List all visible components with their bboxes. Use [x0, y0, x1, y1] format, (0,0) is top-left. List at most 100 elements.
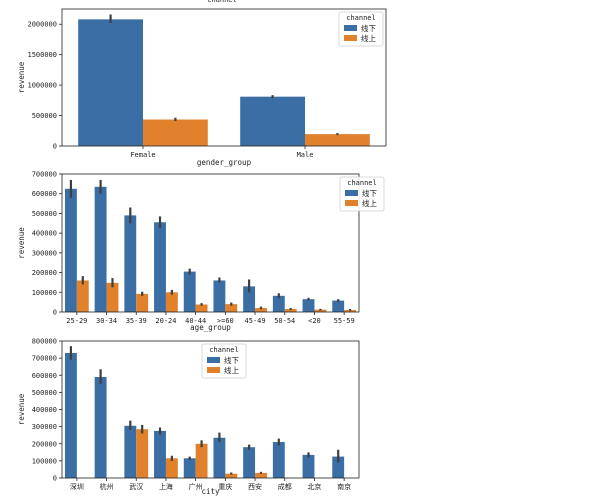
- legend-label-线上: 线上: [361, 33, 376, 43]
- bar-20-24-线下: [154, 222, 166, 312]
- bar-Female-线下: [78, 19, 143, 146]
- x-tick-label: 广州: [189, 482, 203, 491]
- y-tick-label: 200000: [32, 269, 57, 277]
- y-tick-label: 400000: [32, 230, 57, 238]
- bar-深圳-线下: [64, 352, 77, 478]
- bar-武汉-线下: [124, 425, 137, 478]
- x-tick-label: 南京: [337, 482, 351, 491]
- bar-25-29-线上: [76, 280, 89, 312]
- x-tick-label: Male: [297, 151, 314, 159]
- bar-成都-线下: [272, 442, 285, 478]
- bar-重庆-线下: [213, 437, 226, 478]
- y-tick-label: 100000: [32, 289, 57, 297]
- bar-55-59-线上: [344, 310, 357, 312]
- bar-广州-线下: [183, 458, 196, 478]
- legend-swatch-线下: [207, 357, 220, 363]
- x-axis-label: age_group: [190, 323, 231, 332]
- legend-label-线下: 线下: [361, 23, 376, 33]
- x-tick-label: >=60: [217, 317, 234, 325]
- x-tick-label: 55-59: [334, 317, 355, 325]
- bar-50-54-线上: [284, 309, 297, 312]
- y-axis-label: revenue: [17, 393, 26, 425]
- y-tick-label: 1500000: [27, 51, 57, 59]
- x-tick-label: 杭州: [100, 482, 114, 491]
- y-tick-label: 1000000: [27, 82, 57, 90]
- y-tick-label: 600000: [32, 190, 57, 198]
- y-tick-label: 800000: [32, 338, 57, 346]
- x-tick-label: 成都: [278, 482, 292, 491]
- y-tick-label: 0: [53, 309, 57, 317]
- x-tick-label: 武汉: [129, 482, 143, 491]
- bar-广州-线上: [195, 443, 208, 478]
- y-tick-label: 500000: [32, 112, 57, 120]
- y-tick-label: 400000: [32, 406, 57, 414]
- y-tick-label: 500000: [32, 389, 57, 397]
- y-tick-label: 700000: [32, 171, 57, 179]
- bar-上海-线上: [165, 458, 178, 478]
- bar-45-49-线下: [243, 286, 256, 312]
- y-tick-label: 600000: [32, 372, 57, 380]
- y-tick-label: 0: [53, 143, 57, 151]
- bar-西安-线下: [243, 447, 256, 478]
- bar-40-44-线上: [195, 304, 208, 312]
- bar->=60-线下: [213, 280, 226, 312]
- x-tick-label: 35-39: [126, 317, 147, 325]
- bar-西安-线上: [255, 472, 267, 478]
- y-tick-label: 300000: [32, 423, 57, 431]
- x-tick-label: Female: [130, 151, 155, 159]
- legend-label-线下: 线下: [362, 188, 377, 198]
- x-tick-label: 40-44: [185, 317, 206, 325]
- bar-50-54-线下: [272, 295, 285, 312]
- chart-2: 0 100000 200000 300000 400000 500000 600000 700…: [17, 171, 385, 332]
- bar-55-59-线下: [332, 300, 345, 312]
- bar-25-29-线下: [64, 188, 77, 312]
- axes-frame: [61, 8, 387, 147]
- x-tick-label: 20-24: [155, 317, 176, 325]
- y-tick-label: 200000: [32, 440, 57, 448]
- bar-40-44-线下: [183, 271, 196, 312]
- x-tick-label: 上海: [159, 482, 173, 491]
- legend-swatch-线下: [345, 190, 358, 196]
- x-tick-label: 45-49: [245, 317, 266, 325]
- bar-45-49-线上: [255, 308, 267, 312]
- x-tick-label: 西安: [248, 482, 262, 491]
- chart-3: 0 100000 200000 300000 400000 500000 600000 700…: [17, 338, 360, 496]
- y-tick-label: 2000000: [27, 21, 57, 29]
- x-tick-label: 重庆: [218, 482, 232, 491]
- bar-35-39-线上: [136, 293, 149, 312]
- bar-Female-线上: [143, 119, 208, 146]
- legend-label-线上: 线上: [362, 198, 377, 208]
- x-tick-label: <20: [308, 317, 321, 325]
- bar-武汉-线上: [136, 429, 149, 478]
- legend-swatch-线下: [344, 25, 357, 31]
- bar-35-39-线下: [124, 215, 137, 312]
- x-tick-label: 50-54: [274, 317, 295, 325]
- x-tick-label: 25-29: [66, 317, 87, 325]
- y-tick-label: 0: [53, 475, 57, 483]
- clipped-top-label: channel: [207, 0, 237, 4]
- axes-frame: [61, 173, 360, 313]
- legend-title: channel: [347, 179, 377, 187]
- bar-南京-线下: [332, 456, 345, 478]
- x-tick-label: 30-34: [96, 317, 117, 325]
- legend-swatch-线上: [345, 200, 358, 206]
- y-axis-label: revenue: [17, 227, 26, 259]
- chart-1: 0 500000 1000000 1500000 2000000 Female Male ge…: [17, 8, 387, 167]
- bar-上海-线下: [154, 430, 166, 478]
- bar-30-34-线下: [94, 186, 107, 312]
- x-axis-label: gender_group: [197, 158, 252, 167]
- bar-杭州-线下: [94, 376, 107, 478]
- bar-20-24-线上: [165, 292, 178, 312]
- y-tick-label: 700000: [32, 355, 57, 363]
- x-tick-label: 深圳: [70, 482, 84, 491]
- legend-label-线上: 线上: [224, 365, 239, 375]
- x-tick-label: 北京: [307, 482, 321, 491]
- bar-<20-线上: [314, 309, 327, 312]
- bar-北京-线下: [302, 454, 315, 478]
- legend-swatch-线上: [344, 35, 357, 41]
- bar->=60-线上: [225, 304, 238, 312]
